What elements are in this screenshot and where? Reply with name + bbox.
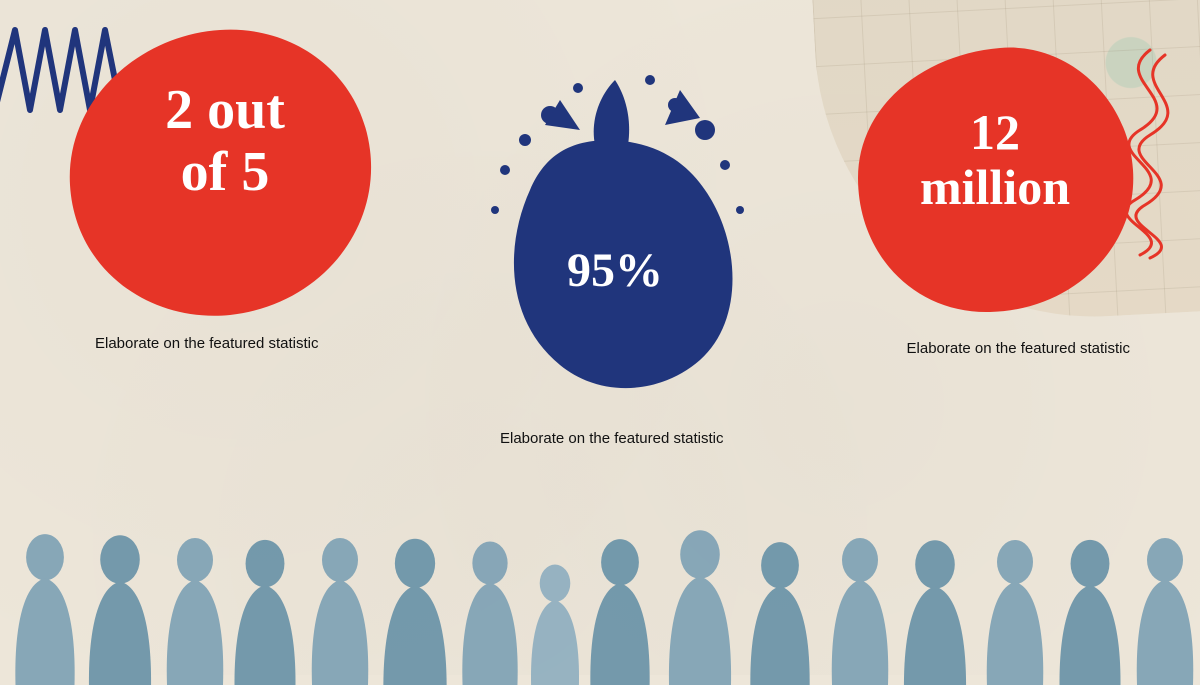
stat-3-line2: million	[920, 159, 1070, 215]
stat-2-caption: Elaborate on the featured statistic	[500, 430, 723, 447]
stat-1-value: 2 out of 5	[100, 80, 350, 203]
stat-3-caption: Elaborate on the featured statistic	[907, 340, 1130, 357]
stat-2-value: 95%	[520, 245, 710, 298]
stat-1-line2: of 5	[181, 141, 270, 203]
stat-3-line1: 12	[970, 104, 1020, 160]
stat-1-line1: 2 out	[165, 79, 285, 141]
stat-1-caption: Elaborate on the featured statistic	[95, 335, 318, 352]
crowd-silhouettes	[0, 455, 1200, 685]
stat-blob-2	[450, 60, 770, 400]
stat-3-value: 12 million	[870, 105, 1120, 215]
